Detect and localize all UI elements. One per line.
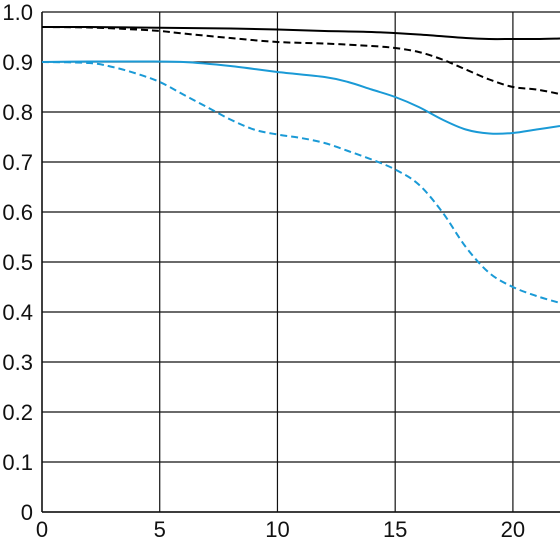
y-tick-label: 0.1: [2, 450, 33, 475]
grid-lines: [41, 11, 560, 513]
series-line-1: [41, 25, 560, 41]
x-tick-label: 10: [265, 517, 289, 542]
y-tick-label: 0.8: [2, 100, 33, 125]
y-tick-label: 0.9: [2, 50, 33, 75]
y-tick-label: 0: [21, 500, 33, 525]
x-tick-label: 15: [383, 517, 407, 542]
x-tick-label: 0: [36, 517, 48, 542]
series-line-3: [41, 60, 560, 135]
series-line-4: [41, 61, 560, 304]
series-line-2: [41, 26, 560, 95]
x-axis-tick-labels: 0 5 10 15 20: [36, 517, 525, 542]
x-tick-label: 20: [501, 517, 525, 542]
y-tick-label: 1.0: [2, 0, 33, 25]
y-tick-label: 0.3: [2, 350, 33, 375]
plot-frame: [41, 12, 560, 513]
data-series: [41, 25, 560, 304]
y-tick-label: 0.5: [2, 250, 33, 275]
y-tick-label: 0.7: [2, 150, 33, 175]
y-axis-tick-labels: 0 0.1 0.2 0.3 0.4 0.5 0.6 0.7 0.8 0.9 1.0: [2, 0, 33, 525]
y-tick-label: 0.6: [2, 200, 33, 225]
y-tick-label: 0.4: [2, 300, 33, 325]
x-tick-label: 5: [154, 517, 166, 542]
y-tick-label: 0.2: [2, 400, 33, 425]
